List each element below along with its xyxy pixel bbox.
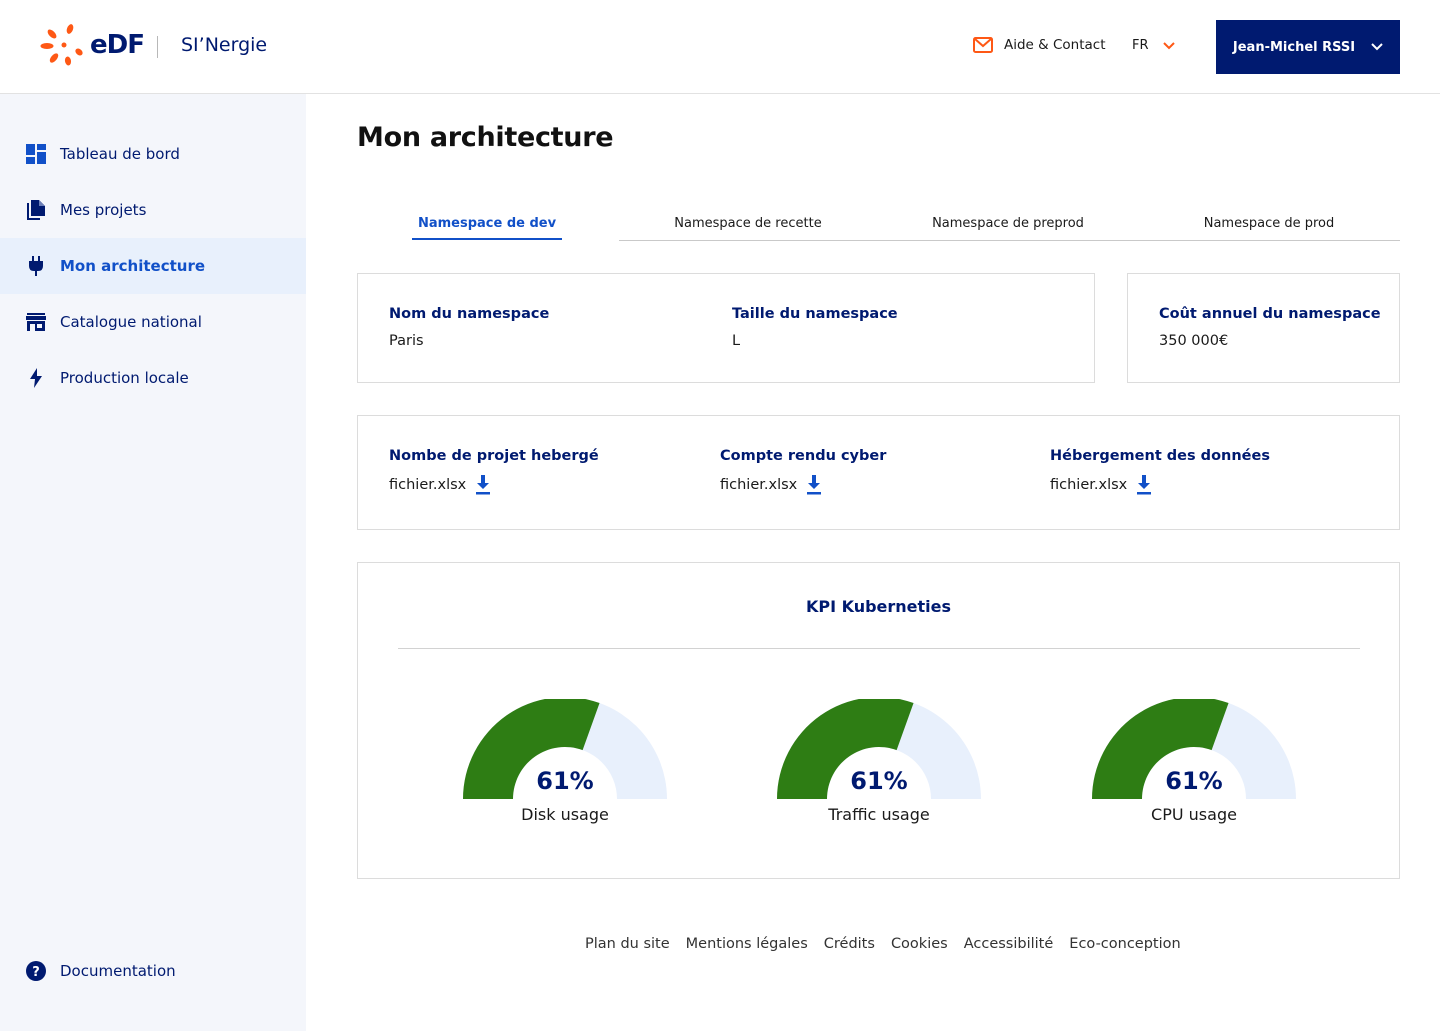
file-name: fichier.xlsx [1050, 477, 1128, 493]
mail-icon [973, 37, 993, 53]
footer-link-legal[interactable]: Mentions légales [685, 936, 808, 952]
sidebar-item-production[interactable]: Production locale [0, 350, 306, 406]
namespace-cost-value: 350 000€ [1159, 333, 1229, 349]
cyber-report-file[interactable]: fichier.xlsx [720, 475, 822, 495]
sidebar: Tableau de bord Mes projets Mon architec… [0, 94, 306, 1031]
sidebar-item-catalogue[interactable]: Catalogue national [0, 294, 306, 350]
kpi-card: KPI Kuberneties 61% Disk usage 61% Traff… [357, 562, 1400, 879]
chevron-down-icon [1371, 43, 1383, 51]
cpu-usage-gauge: 61% CPU usage [1092, 699, 1296, 839]
gauge-fill [1092, 699, 1229, 799]
lightning-icon [26, 368, 46, 388]
namespace-size-label: Taille du namespace [732, 306, 898, 322]
namespace-cost-card: Coût annuel du namespace 350 000€ [1127, 273, 1400, 383]
download-icon[interactable] [475, 475, 491, 495]
store-icon [26, 312, 46, 332]
sidebar-item-label: Mes projets [60, 201, 147, 219]
files-card: Nombe de projet hebergé fichier.xlsx Com… [357, 415, 1400, 530]
sidebar-item-label: Tableau de bord [60, 145, 180, 163]
file-name: fichier.xlsx [720, 477, 798, 493]
footer-link-credits[interactable]: Crédits [823, 936, 875, 952]
namespace-name-label: Nom du namespace [389, 306, 550, 322]
footer-link-sitemap[interactable]: Plan du site [585, 936, 670, 952]
dashboard-icon [26, 144, 46, 164]
footer-link-cookies[interactable]: Cookies [890, 936, 948, 952]
tabs-divider [619, 240, 1400, 241]
kpi-divider [398, 648, 1360, 649]
gauge-label: CPU usage [1151, 805, 1237, 824]
namespace-name-value: Paris [389, 333, 424, 349]
gauge-label: Traffic usage [828, 805, 930, 824]
edf-logo[interactable]: eDF [40, 24, 145, 66]
app-name: SI’Nergie [181, 34, 268, 56]
header: eDF SI’Nergie Aide & Contact FR Jean-Mic… [0, 0, 1440, 94]
language-selector[interactable]: FR [1132, 38, 1175, 53]
download-icon[interactable] [1136, 475, 1152, 495]
sidebar-item-dashboard[interactable]: Tableau de bord [0, 126, 306, 182]
tab-dev[interactable]: Namespace de dev [417, 216, 557, 231]
gauge-fill [777, 699, 914, 799]
footer-links: Plan du site Mentions légales Crédits Co… [585, 936, 1181, 952]
gauge-value: 61% [1165, 767, 1223, 795]
tab-preprod[interactable]: Namespace de preprod [932, 216, 1084, 231]
gauge-value: 61% [850, 767, 908, 795]
namespace-tabs: Namespace de dev Namespace de recette Na… [357, 206, 1400, 242]
gauge-fill [463, 699, 600, 799]
namespace-info-card: Nom du namespace Paris Taille du namespa… [357, 273, 1095, 383]
help-contact-link[interactable]: Aide & Contact [973, 37, 1106, 53]
sidebar-item-label: Mon architecture [60, 257, 206, 275]
sidebar-item-documentation[interactable]: ? Documentation [0, 943, 306, 999]
edf-sun-icon [40, 24, 83, 66]
documents-icon [26, 200, 46, 220]
gauge-label: Disk usage [521, 805, 609, 824]
user-name: Jean-Michel RSSI [1232, 39, 1356, 55]
gauge-value: 61% [536, 767, 594, 795]
data-hosting-file[interactable]: fichier.xlsx [1050, 475, 1152, 495]
footer-link-accessibility[interactable]: Accessibilité [963, 936, 1054, 952]
help-contact-label: Aide & Contact [1004, 37, 1106, 53]
sidebar-item-label: Documentation [60, 962, 176, 980]
hosted-projects-label: Nombe de projet hebergé [389, 448, 599, 464]
tab-prod[interactable]: Namespace de prod [1203, 216, 1335, 231]
plug-icon [26, 256, 46, 276]
page-title: Mon architecture [357, 122, 614, 153]
footer-link-eco-design[interactable]: Eco-conception [1069, 936, 1181, 952]
namespace-size-value: L [732, 333, 741, 349]
sidebar-item-label: Catalogue national [60, 313, 202, 331]
language-label: FR [1132, 38, 1149, 53]
file-name: fichier.xlsx [389, 477, 467, 493]
data-hosting-label: Hébergement des données [1050, 448, 1270, 464]
help-circle-icon: ? [26, 961, 46, 981]
download-icon[interactable] [806, 475, 822, 495]
tab-recette[interactable]: Namespace de recette [674, 216, 822, 231]
hosted-projects-file[interactable]: fichier.xlsx [389, 475, 491, 495]
sidebar-item-projects[interactable]: Mes projets [0, 182, 306, 238]
sidebar-item-architecture[interactable]: Mon architecture [0, 238, 306, 294]
logo-divider [157, 36, 158, 58]
disk-usage-gauge: 61% Disk usage [463, 699, 667, 839]
chevron-down-icon [1162, 41, 1175, 49]
traffic-usage-gauge: 61% Traffic usage [777, 699, 981, 839]
logo-text: eDF [90, 30, 145, 60]
kpi-title: KPI Kuberneties [805, 597, 952, 616]
user-menu-button[interactable]: Jean-Michel RSSI [1216, 20, 1400, 74]
active-tab-indicator [412, 238, 562, 240]
svg-text:?: ? [32, 965, 40, 980]
sidebar-item-label: Production locale [60, 369, 189, 387]
namespace-cost-label: Coût annuel du namespace [1159, 306, 1381, 322]
cyber-report-label: Compte rendu cyber [720, 448, 887, 464]
